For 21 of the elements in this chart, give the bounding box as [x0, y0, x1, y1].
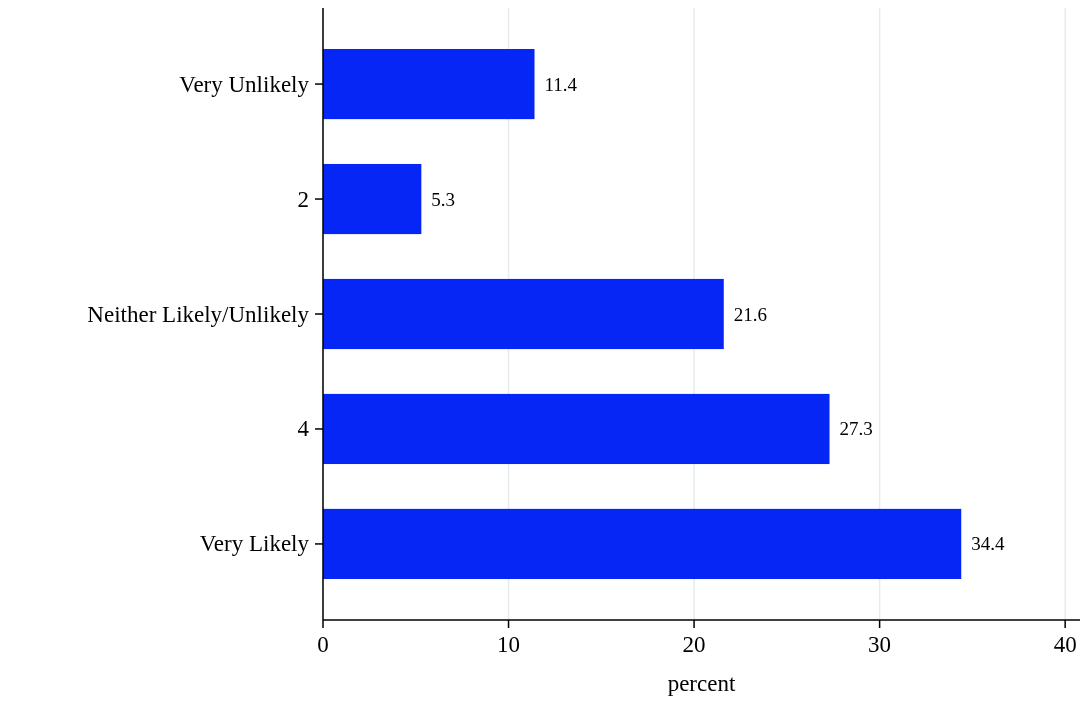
bar [323, 278, 724, 350]
data-label: 11.4 [544, 73, 578, 95]
x-tick-label: 10 [497, 632, 521, 657]
x-tick-label: 40 [1053, 632, 1077, 657]
y-tick-label: Neither Likely/Unlikely [87, 301, 310, 327]
x-axis-title: percent [667, 671, 736, 696]
y-tick-label: 2 [297, 186, 309, 212]
data-label: 34.4 [971, 533, 1005, 555]
x-tick-label: 20 [682, 632, 706, 657]
data-label: 27.3 [839, 418, 873, 440]
bar [323, 393, 830, 465]
y-tick-label: 4 [297, 416, 310, 442]
data-label: 5.3 [431, 188, 456, 210]
x-tick-label: 0 [317, 632, 329, 657]
y-tick-label: Very Likely [199, 531, 310, 557]
bar [323, 48, 535, 120]
x-tick-label: 30 [868, 632, 892, 657]
data-label: 21.6 [733, 303, 768, 325]
bar [323, 163, 422, 235]
bar [323, 508, 962, 580]
y-tick-label: Very Unlikely [179, 71, 310, 97]
